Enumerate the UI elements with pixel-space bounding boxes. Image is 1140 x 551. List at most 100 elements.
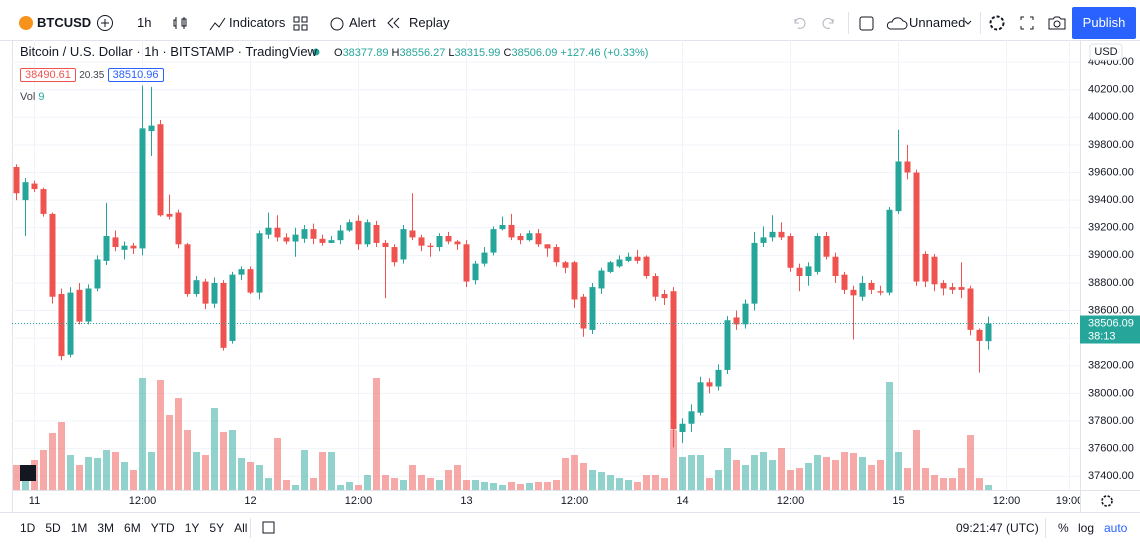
x-tick-label: 12:00: [777, 495, 805, 507]
chart-type-icon[interactable]: [173, 17, 187, 29]
volume-bar: [661, 478, 668, 490]
date-range-icon[interactable]: [262, 521, 275, 534]
candle-body: [274, 227, 281, 238]
candle-body: [301, 229, 308, 239]
candle-body: [724, 320, 731, 370]
candle-body: [697, 382, 704, 413]
x-tick-label: 12:00: [345, 495, 373, 507]
candle-body: [400, 229, 407, 260]
volume-bar: [301, 450, 308, 490]
candle-body: [562, 262, 569, 268]
indicators-icon[interactable]: [209, 17, 226, 31]
candle-body: [391, 247, 398, 263]
bid-ask: 38490.61 20.35 38510.96: [20, 66, 164, 84]
templates-icon[interactable]: [293, 16, 308, 31]
candle-body: [751, 242, 758, 304]
publish[interactable]: Publish: [1082, 15, 1126, 30]
candle-body: [670, 291, 677, 430]
alert[interactable]: Alert: [349, 15, 376, 30]
compare-icon[interactable]: [97, 15, 113, 31]
auto[interactable]: auto: [1104, 521, 1128, 535]
range-button[interactable]: 5D: [45, 521, 61, 535]
symbol[interactable]: BTCUSD: [37, 15, 92, 30]
volume-bar: [688, 455, 695, 490]
settings-icon[interactable]: [989, 15, 1005, 31]
layout-chevron[interactable]: [964, 20, 972, 25]
publish-button[interactable]: [1072, 7, 1136, 39]
candle-body: [760, 237, 767, 243]
volume-bar: [103, 450, 110, 490]
range-button[interactable]: YTD: [150, 521, 175, 535]
candle-body: [211, 282, 218, 304]
spread: 20.35: [79, 70, 105, 81]
percent[interactable]: %: [1058, 521, 1069, 535]
volume-bar: [778, 448, 785, 490]
candle-body: [733, 317, 740, 325]
volume-bar: [751, 455, 758, 490]
range-button[interactable]: 1D: [20, 521, 36, 535]
price-label-bg: [1080, 315, 1140, 344]
volume-bar: [283, 480, 290, 490]
range-button[interactable]: 3M: [97, 521, 115, 535]
volume-bar: [274, 438, 281, 490]
bid[interactable]: 38490.61: [20, 68, 76, 82]
log[interactable]: log: [1078, 521, 1095, 535]
ask[interactable]: 38510.96: [107, 68, 164, 82]
candle-body: [769, 231, 776, 238]
redo-icon[interactable]: [822, 17, 834, 29]
volume-bar: [895, 452, 902, 490]
layout-square[interactable]: [859, 16, 874, 31]
volume-bar: [526, 483, 533, 490]
candle-body: [229, 274, 236, 341]
replay-icon[interactable]: [387, 17, 400, 29]
indicators[interactable]: Indicators: [229, 15, 286, 30]
volume-bar: [445, 470, 452, 490]
candle-body: [202, 281, 209, 304]
replay[interactable]: Replay: [409, 15, 450, 30]
candle-body: [40, 189, 47, 214]
x-tick-label: 14: [676, 495, 688, 507]
interval[interactable]: 1h: [137, 15, 152, 30]
volume-bar: [112, 452, 119, 490]
candle-body: [958, 287, 965, 290]
volume-bar: [382, 475, 389, 490]
c-value: 38506.09: [511, 47, 558, 59]
candle-body: [436, 236, 443, 248]
toolbar-bg: [0, 0, 1140, 40]
range-bar: 1D 5D 1M 3M 6M YTD 1Y 5Y All: [20, 520, 257, 536]
range-button[interactable]: All: [234, 521, 248, 535]
range-button[interactable]: 1Y: [184, 521, 200, 535]
candle-body: [373, 224, 380, 243]
volume-bar: [967, 435, 974, 490]
snapshot-icon[interactable]: [1048, 16, 1066, 30]
range-button[interactable]: 5Y: [209, 521, 225, 535]
volume-bar: [211, 408, 218, 490]
range-button[interactable]: 1M: [70, 521, 88, 535]
volume-bar: [508, 482, 515, 490]
volume-bar: [940, 478, 947, 490]
change: +127.46 (+0.33%): [560, 47, 649, 59]
candle-body: [904, 161, 911, 173]
axis-settings-icon[interactable]: [1101, 495, 1113, 507]
volume-bar: [319, 452, 326, 490]
candle-body: [22, 182, 29, 201]
volume-bar: [841, 452, 848, 490]
volume-bar: [760, 452, 767, 490]
fullscreen-icon[interactable]: [1020, 16, 1034, 30]
currency-box[interactable]: [1089, 43, 1123, 61]
volume-bar: [877, 460, 884, 490]
alert-icon[interactable]: [330, 17, 344, 31]
volume-bar: [364, 475, 371, 490]
candle-body: [814, 236, 821, 272]
volume-bar: [850, 453, 857, 490]
candle-body: [58, 293, 65, 357]
volume-bar: [346, 482, 353, 490]
vol-value: 9: [38, 91, 45, 103]
candle-body: [319, 238, 326, 243]
undo-icon[interactable]: [794, 17, 806, 29]
layout-name[interactable]: Unnamed: [909, 15, 966, 30]
range-button[interactable]: 6M: [124, 521, 141, 535]
status-dot: [312, 48, 320, 56]
currency[interactable]: USD: [1094, 46, 1117, 58]
candle-body: [130, 245, 137, 249]
